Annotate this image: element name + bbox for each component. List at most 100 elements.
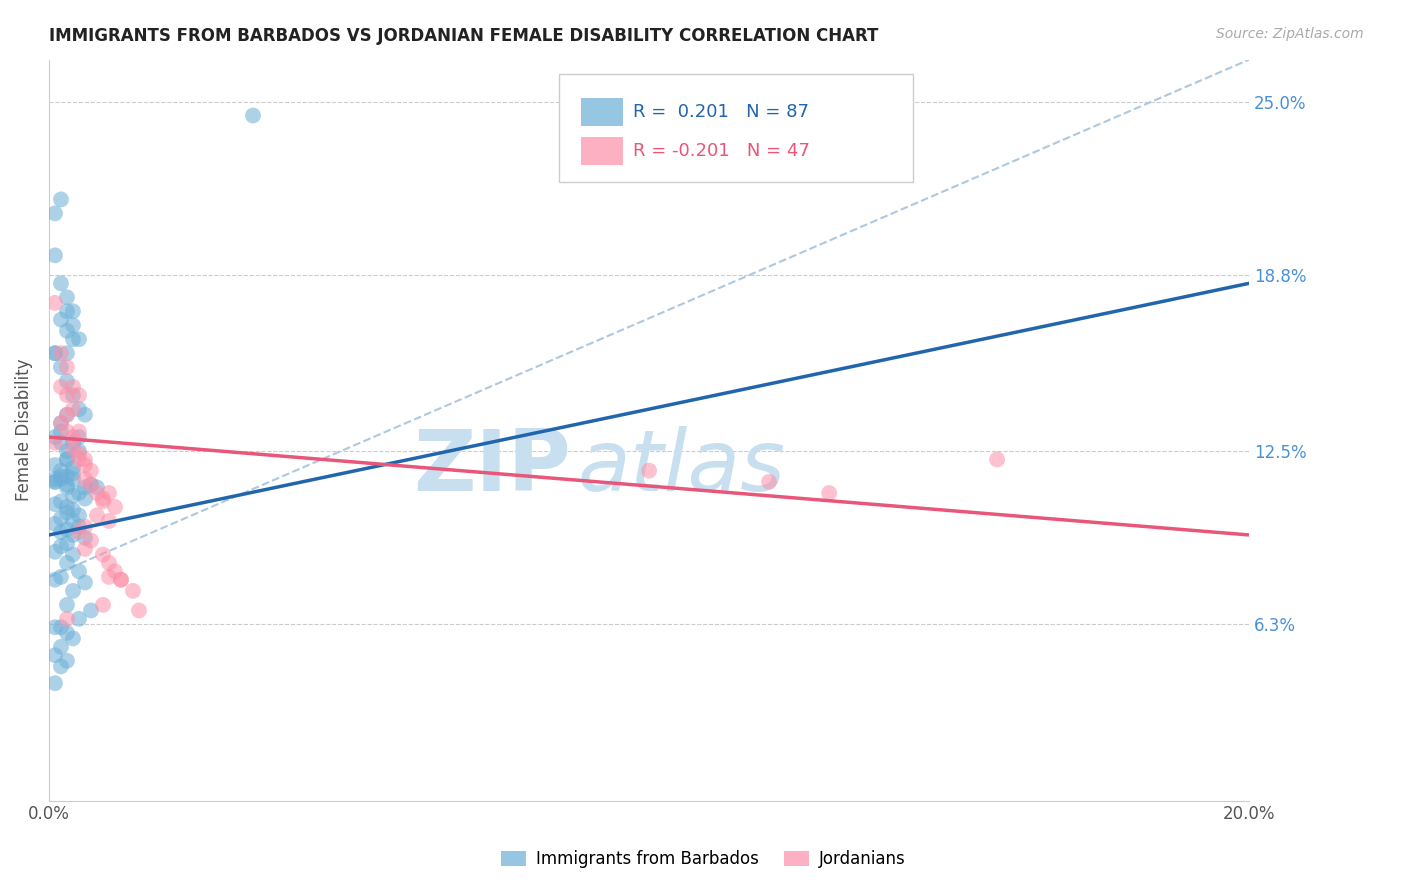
- Point: [62, 503, 84, 517]
- Point: [49, 511, 72, 525]
- Point: [56, 625, 79, 640]
- Point: [91, 598, 114, 612]
- Point: [80, 464, 103, 478]
- Point: [104, 564, 127, 578]
- Point: [44, 573, 66, 587]
- Point: [67, 452, 90, 467]
- Point: [80, 603, 103, 617]
- Point: [56, 522, 79, 536]
- Point: [56, 654, 79, 668]
- Point: [86, 508, 108, 523]
- Text: R = -0.201   N = 47: R = -0.201 N = 47: [634, 142, 810, 160]
- Point: [110, 573, 132, 587]
- Point: [67, 388, 90, 402]
- Point: [56, 444, 79, 458]
- Point: [62, 332, 84, 346]
- Point: [44, 648, 66, 663]
- Point: [49, 380, 72, 394]
- Text: IMMIGRANTS FROM BARBADOS VS JORDANIAN FEMALE DISABILITY CORRELATION CHART: IMMIGRANTS FROM BARBADOS VS JORDANIAN FE…: [49, 27, 879, 45]
- Point: [49, 312, 72, 326]
- Point: [73, 452, 96, 467]
- Point: [758, 475, 780, 489]
- Point: [122, 583, 145, 598]
- Point: [56, 304, 79, 318]
- Point: [67, 525, 90, 540]
- Point: [242, 109, 264, 123]
- Point: [73, 472, 96, 486]
- Point: [67, 332, 90, 346]
- Point: [62, 388, 84, 402]
- Point: [56, 556, 79, 570]
- Point: [80, 477, 103, 491]
- Point: [44, 346, 66, 360]
- Point: [62, 472, 84, 486]
- Point: [62, 380, 84, 394]
- Point: [49, 193, 72, 207]
- Point: [49, 416, 72, 430]
- Point: [56, 598, 79, 612]
- Point: [62, 489, 84, 503]
- Y-axis label: Female Disability: Female Disability: [15, 359, 32, 501]
- Point: [56, 374, 79, 388]
- Point: [638, 464, 661, 478]
- Point: [818, 486, 841, 500]
- Point: [98, 556, 121, 570]
- Point: [986, 452, 1008, 467]
- Point: [56, 425, 79, 439]
- Point: [49, 640, 72, 654]
- Point: [73, 408, 96, 422]
- Point: [49, 659, 72, 673]
- Point: [44, 620, 66, 634]
- Point: [49, 360, 72, 375]
- Point: [56, 290, 79, 304]
- Point: [44, 472, 66, 486]
- Point: [73, 541, 96, 556]
- Point: [44, 435, 66, 450]
- Point: [67, 447, 90, 461]
- Point: [73, 531, 96, 545]
- Point: [73, 480, 96, 494]
- Point: [62, 442, 84, 456]
- Point: [80, 477, 103, 491]
- Point: [67, 486, 90, 500]
- Point: [56, 480, 79, 494]
- Point: [44, 545, 66, 559]
- Point: [73, 519, 96, 533]
- Text: ZIP: ZIP: [413, 425, 571, 508]
- Point: [104, 500, 127, 514]
- Point: [44, 296, 66, 310]
- Point: [67, 612, 90, 626]
- Point: [56, 408, 79, 422]
- Point: [62, 435, 84, 450]
- Point: [98, 570, 121, 584]
- Point: [62, 467, 84, 481]
- Point: [49, 464, 72, 478]
- Point: [56, 324, 79, 338]
- Point: [56, 477, 79, 491]
- Point: [73, 491, 96, 506]
- Point: [62, 632, 84, 646]
- Point: [49, 494, 72, 508]
- Point: [44, 475, 66, 489]
- Point: [44, 475, 66, 489]
- Point: [73, 575, 96, 590]
- Point: [44, 516, 66, 531]
- Text: atlas: atlas: [576, 425, 785, 508]
- FancyBboxPatch shape: [581, 98, 623, 127]
- Legend: Immigrants from Barbados, Jordanians: Immigrants from Barbados, Jordanians: [494, 844, 912, 875]
- Point: [49, 425, 72, 439]
- Point: [44, 248, 66, 262]
- Point: [110, 573, 132, 587]
- Point: [67, 508, 90, 523]
- Point: [62, 461, 84, 475]
- Point: [67, 444, 90, 458]
- Point: [44, 458, 66, 472]
- Point: [56, 388, 79, 402]
- Point: [49, 525, 72, 540]
- Point: [56, 452, 79, 467]
- Point: [67, 564, 90, 578]
- Point: [62, 514, 84, 528]
- Point: [44, 497, 66, 511]
- Point: [49, 416, 72, 430]
- Point: [56, 612, 79, 626]
